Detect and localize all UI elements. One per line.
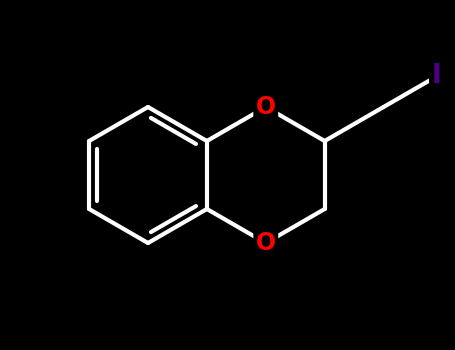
- Text: I: I: [432, 63, 441, 89]
- Text: O: O: [256, 95, 276, 119]
- Text: O: O: [256, 231, 276, 255]
